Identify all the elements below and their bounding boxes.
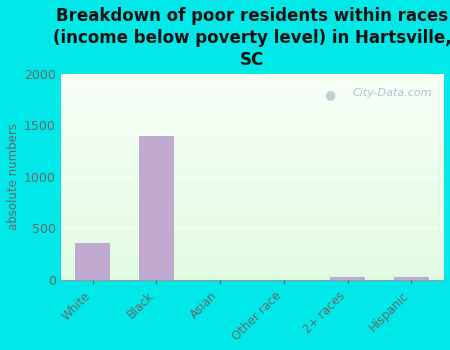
Bar (75, 243, 110, 280)
Y-axis label: absolute numbers: absolute numbers (7, 123, 20, 230)
Bar (139, 135, 174, 280)
Bar (330, 278, 365, 280)
Text: City-Data.com: City-Data.com (352, 88, 432, 98)
Text: ●: ● (324, 88, 335, 101)
Title: Breakdown of poor residents within races
(income below poverty level) in Hartsvi: Breakdown of poor residents within races… (53, 7, 450, 69)
Bar (394, 278, 429, 280)
